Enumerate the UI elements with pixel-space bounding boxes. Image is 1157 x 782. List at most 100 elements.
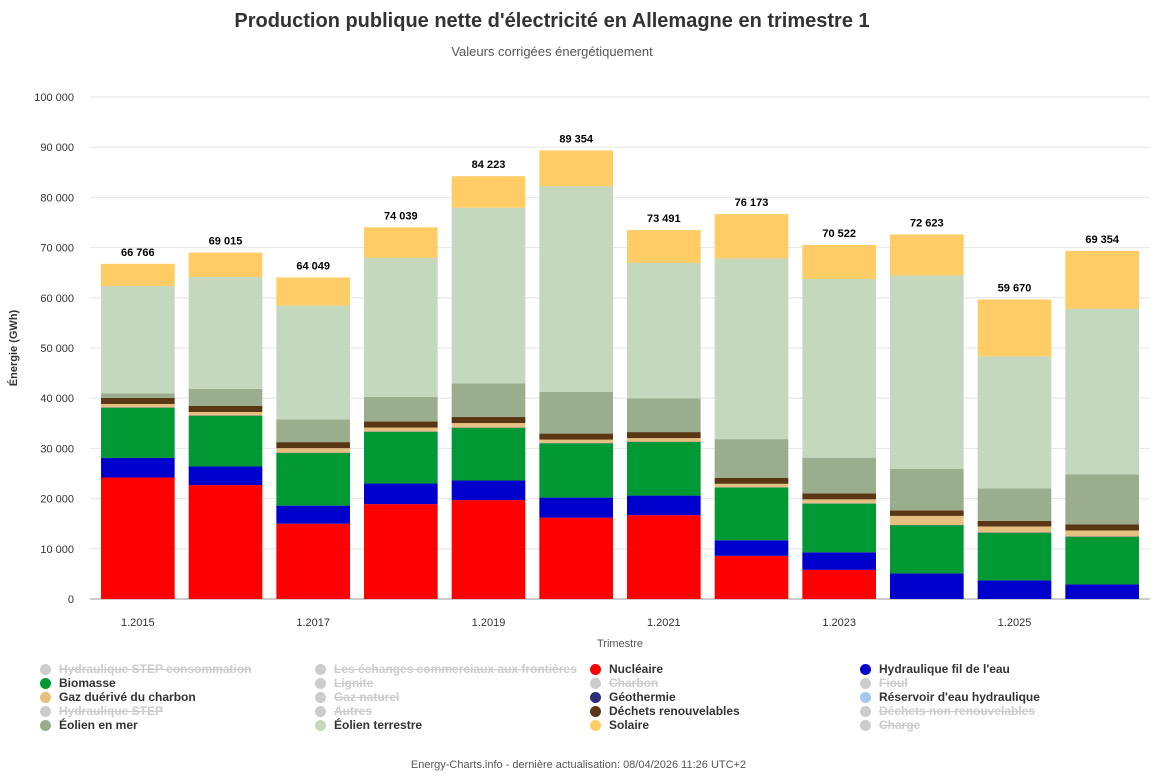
bar-segment[interactable] <box>451 500 526 599</box>
bar-segment[interactable] <box>627 398 701 433</box>
bar-segment[interactable] <box>802 503 876 553</box>
legend-item[interactable]: Nucléaire <box>590 662 663 676</box>
bar-segment[interactable] <box>539 497 613 518</box>
bar-segment[interactable] <box>890 510 964 516</box>
bar-segment[interactable] <box>802 244 876 279</box>
bar-segment[interactable] <box>276 448 350 453</box>
bar-segment[interactable] <box>977 299 1052 357</box>
legend-item[interactable]: Éolien terrestre <box>315 718 422 732</box>
bar-segment[interactable] <box>627 438 701 442</box>
bar-segment[interactable] <box>276 442 350 449</box>
bar-segment[interactable] <box>276 452 350 506</box>
bar-segment[interactable] <box>276 505 350 524</box>
bar-segment[interactable] <box>364 421 438 428</box>
legend-item[interactable]: Lignite <box>315 676 373 690</box>
bar-segment[interactable] <box>101 403 175 408</box>
bar-segment[interactable] <box>627 495 701 516</box>
legend-item[interactable]: Réservoir d'eau hydraulique <box>860 690 1040 704</box>
legend-item[interactable]: Les échanges commerciaux aux frontières <box>315 662 577 676</box>
legend-item[interactable]: Éolien en mer <box>40 718 138 732</box>
legend-item[interactable]: Géothermie <box>590 690 676 704</box>
legend-item[interactable]: Charbon <box>590 676 658 690</box>
bar-segment[interactable] <box>539 150 613 187</box>
bar-segment[interactable] <box>890 525 964 574</box>
bar-segment[interactable] <box>802 499 876 504</box>
bar-segment[interactable] <box>451 383 526 418</box>
bar-segment[interactable] <box>101 477 175 599</box>
bar-segment[interactable] <box>714 477 789 484</box>
bar-segment[interactable] <box>364 396 438 422</box>
bar-segment[interactable] <box>714 258 789 440</box>
legend-item[interactable]: Gaz duérivé du charbon <box>40 690 196 704</box>
legend-item[interactable]: Déchets renouvelables <box>590 704 740 718</box>
bar-segment[interactable] <box>539 433 613 440</box>
bar-segment[interactable] <box>1065 474 1139 525</box>
legend-item[interactable]: Biomasse <box>40 676 116 690</box>
bar-segment[interactable] <box>364 431 438 484</box>
bar-segment[interactable] <box>890 234 964 276</box>
bar-segment[interactable] <box>890 515 964 525</box>
bar-segment[interactable] <box>101 407 175 458</box>
legend-item[interactable]: Charge <box>860 718 920 732</box>
bar-segment[interactable] <box>188 276 263 389</box>
bar-segment[interactable] <box>451 176 526 208</box>
bar-segment[interactable] <box>539 517 613 599</box>
legend-item[interactable]: Hydraulique STEP <box>40 704 163 718</box>
bar-segment[interactable] <box>188 405 263 413</box>
bar-segment[interactable] <box>451 427 526 481</box>
bar-segment[interactable] <box>276 523 350 599</box>
bar-segment[interactable] <box>364 504 438 599</box>
bar-segment[interactable] <box>451 207 526 384</box>
bar-segment[interactable] <box>802 493 876 500</box>
bar-segment[interactable] <box>627 432 701 439</box>
bar-segment[interactable] <box>627 515 701 599</box>
bar-segment[interactable] <box>276 277 350 306</box>
bar-segment[interactable] <box>890 468 964 511</box>
bar-segment[interactable] <box>364 427 438 432</box>
bar-segment[interactable] <box>802 278 876 458</box>
bar-segment[interactable] <box>188 388 263 406</box>
bar-segment[interactable] <box>1065 250 1139 309</box>
legend-item[interactable]: Déchets non renouvelables <box>860 704 1035 718</box>
legend-item[interactable]: Autres <box>315 704 372 718</box>
bar-segment[interactable] <box>188 252 263 277</box>
bar-segment[interactable] <box>977 580 1052 599</box>
legend-item[interactable]: Gaz naturel <box>315 690 399 704</box>
bar-segment[interactable] <box>627 262 701 399</box>
bar-segment[interactable] <box>1065 524 1139 531</box>
bar-segment[interactable] <box>977 532 1052 581</box>
bar-segment[interactable] <box>451 423 526 428</box>
bar-segment[interactable] <box>627 441 701 496</box>
bar-segment[interactable] <box>802 569 876 599</box>
bar-segment[interactable] <box>276 419 350 443</box>
bar-segment[interactable] <box>101 397 175 404</box>
bar-segment[interactable] <box>1065 308 1139 475</box>
bar-segment[interactable] <box>977 356 1052 489</box>
legend-item[interactable]: Hydraulique fil de l'eau <box>860 662 1010 676</box>
bar-segment[interactable] <box>188 412 263 416</box>
bar-segment[interactable] <box>890 275 964 469</box>
bar-segment[interactable] <box>276 305 350 420</box>
bar-segment[interactable] <box>451 480 526 501</box>
bar-segment[interactable] <box>977 526 1052 533</box>
bar-segment[interactable] <box>714 214 789 259</box>
bar-segment[interactable] <box>539 443 613 498</box>
bar-segment[interactable] <box>627 230 701 263</box>
bar-segment[interactable] <box>539 186 613 392</box>
bar-segment[interactable] <box>451 417 526 424</box>
bar-segment[interactable] <box>714 439 789 478</box>
bar-segment[interactable] <box>101 263 175 287</box>
legend-item[interactable]: Fioul <box>860 676 908 690</box>
bar-segment[interactable] <box>101 457 175 478</box>
bar-segment[interactable] <box>188 466 263 486</box>
bar-segment[interactable] <box>714 483 789 488</box>
legend-item[interactable]: Hydraulique STEP consommation <box>40 662 251 676</box>
bar-segment[interactable] <box>802 457 876 494</box>
bar-segment[interactable] <box>1065 584 1139 599</box>
bar-segment[interactable] <box>714 555 789 599</box>
legend-item[interactable]: Solaire <box>590 718 649 732</box>
bar-segment[interactable] <box>188 415 263 467</box>
bar-segment[interactable] <box>364 227 438 258</box>
bar-segment[interactable] <box>977 520 1052 527</box>
bar-segment[interactable] <box>188 485 263 599</box>
